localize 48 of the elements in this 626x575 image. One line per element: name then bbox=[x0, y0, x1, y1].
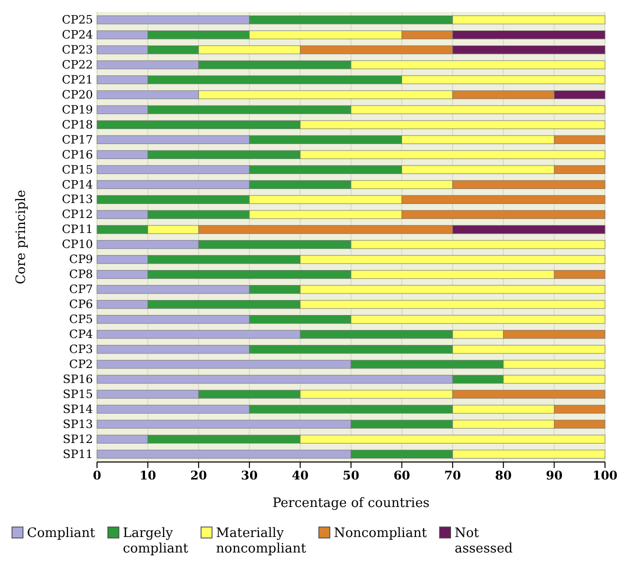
y-tick-label: CP10 bbox=[62, 237, 93, 252]
legend-label: Materially noncompliant bbox=[216, 526, 307, 557]
x-tick-label: 0 bbox=[92, 468, 102, 483]
y-tick-label: CP18 bbox=[62, 117, 93, 132]
x-tick-label: 100 bbox=[592, 468, 618, 483]
y-tick-label: CP23 bbox=[62, 42, 93, 56]
y-tick-label: CP11 bbox=[62, 222, 93, 236]
y-axis-title: Core principle bbox=[14, 189, 29, 284]
y-tick-label: CP8 bbox=[69, 267, 93, 282]
x-tick-label: 70 bbox=[444, 468, 461, 483]
y-tick-label: CP13 bbox=[62, 192, 93, 206]
legend-label: Largely compliant bbox=[122, 526, 190, 557]
y-tick-label: CP15 bbox=[62, 162, 93, 176]
y-tick-label: CP25 bbox=[62, 12, 93, 27]
x-tick-label: 90 bbox=[546, 468, 563, 483]
y-tick-label: CP6 bbox=[69, 297, 93, 312]
y-tick-label: SP14 bbox=[62, 402, 93, 416]
y-tick-label: CP24 bbox=[62, 28, 93, 42]
y-tick-label: CP22 bbox=[62, 57, 93, 72]
y-tick-label: SP13 bbox=[62, 416, 93, 431]
y-tick-label: CP14 bbox=[62, 177, 93, 192]
x-tick-label: 50 bbox=[342, 468, 360, 483]
y-tick-label: CP19 bbox=[62, 102, 93, 116]
legend-label: Compliant bbox=[27, 526, 96, 541]
y-tick-label: CP16 bbox=[62, 147, 93, 162]
y-tick-label: SP15 bbox=[62, 386, 93, 401]
x-tick-label: 30 bbox=[241, 468, 258, 483]
x-tick-label: 10 bbox=[139, 468, 156, 483]
legend-label: Noncompliant bbox=[334, 526, 428, 541]
x-axis-title: Percentage of countries bbox=[272, 496, 430, 511]
y-tick-label: CP20 bbox=[62, 87, 93, 102]
legend-label: Not assessed bbox=[454, 526, 513, 557]
y-tick-label: SP12 bbox=[62, 432, 93, 446]
y-tick-label: CP9 bbox=[69, 252, 93, 266]
y-tick-label: CP17 bbox=[62, 132, 93, 146]
x-tick-label: 80 bbox=[495, 468, 512, 483]
y-tick-label: CP5 bbox=[69, 312, 93, 326]
y-tick-label: CP4 bbox=[69, 327, 93, 342]
x-tick-label: 20 bbox=[190, 468, 207, 483]
y-tick-label: SP11 bbox=[62, 446, 93, 461]
y-tick-label: CP12 bbox=[62, 207, 93, 222]
x-tick-label: 40 bbox=[292, 468, 309, 483]
y-tick-label: CP2 bbox=[69, 356, 93, 371]
y-tick-label: SP16 bbox=[62, 372, 93, 386]
y-tick-label: CP7 bbox=[69, 282, 93, 296]
x-tick-label: 60 bbox=[393, 468, 410, 483]
y-tick-label: CP21 bbox=[62, 72, 93, 86]
y-tick-label: CP3 bbox=[69, 342, 93, 356]
